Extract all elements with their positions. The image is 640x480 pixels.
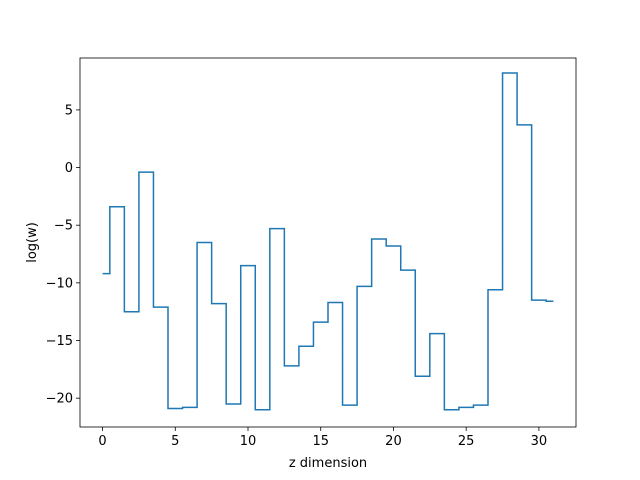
- x-tick-label: 30: [531, 434, 548, 449]
- y-tick-label: −5: [54, 219, 73, 234]
- y-axis-label: log(w): [25, 222, 40, 263]
- axes-frame: [79, 57, 577, 428]
- plot-area: [79, 57, 577, 428]
- y-axis-ticks: −20 −15 −10 −5 0 5: [46, 103, 80, 407]
- y-tick-label: 0: [65, 161, 73, 176]
- x-tick-label: 15: [312, 434, 329, 449]
- x-tick-label: 20: [385, 434, 402, 449]
- y-tick-label: 5: [65, 103, 73, 118]
- x-axis-label: z dimension: [289, 456, 367, 471]
- x-axis-ticks: 0 5 10 15 20 25 30: [98, 427, 547, 449]
- y-tick-label: −20: [46, 392, 73, 407]
- x-tick-label: 0: [98, 434, 106, 449]
- x-tick-label: 10: [240, 434, 257, 449]
- series-line: [102, 72, 554, 411]
- y-tick-label: −10: [46, 276, 73, 291]
- x-tick-label: 5: [171, 434, 179, 449]
- y-tick-label: −15: [46, 334, 73, 349]
- x-tick-label: 25: [458, 434, 475, 449]
